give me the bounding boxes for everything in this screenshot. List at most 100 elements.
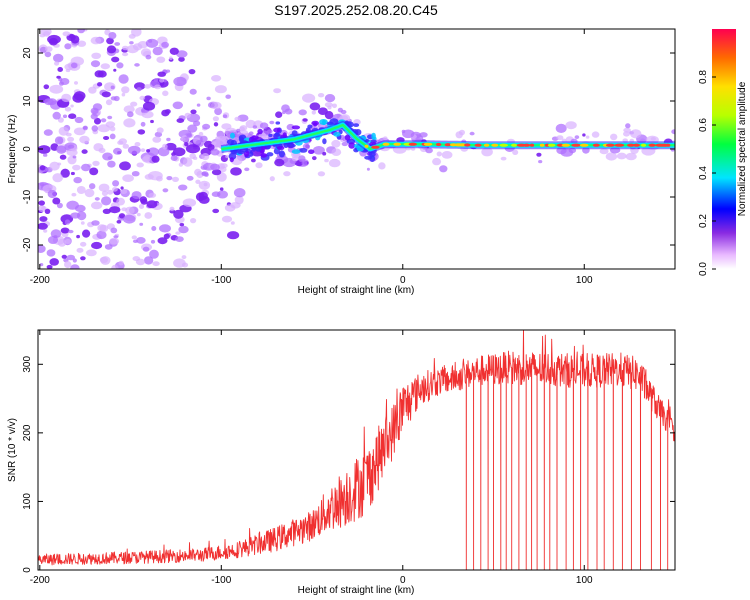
spectral-blob xyxy=(112,180,120,187)
x-tick-label: -200 xyxy=(30,575,50,586)
spectral-blob xyxy=(38,145,51,154)
spectral-blob xyxy=(560,148,574,157)
spectral-blob xyxy=(91,241,103,250)
spectral-blob xyxy=(225,154,230,159)
spectral-blob xyxy=(38,44,48,54)
ridge-hotspot xyxy=(547,143,556,147)
spectral-blob xyxy=(94,117,101,125)
spectral-blob xyxy=(64,219,71,225)
spectral-blob xyxy=(121,92,126,97)
spectral-blob xyxy=(178,225,189,234)
spectral-blob xyxy=(60,227,70,234)
spectrogram-heatmap xyxy=(38,29,675,269)
colorbar-axis: 0.0 0.2 0.4 0.6 0.8 xyxy=(698,70,716,276)
y-tick-label: 100 xyxy=(22,493,33,510)
spectral-blob xyxy=(230,167,242,176)
spectral-blob xyxy=(137,129,146,135)
spectral-blob xyxy=(91,201,103,210)
spectral-blob xyxy=(259,122,269,129)
spectral-blob xyxy=(298,155,306,163)
ridge-hotspot xyxy=(579,143,589,147)
spectral-blob xyxy=(49,161,60,171)
ridge-hotspot xyxy=(571,143,581,147)
spectral-blob xyxy=(173,258,186,268)
spectral-blob xyxy=(178,184,188,191)
spectral-blob xyxy=(138,204,145,209)
spectral-blob xyxy=(127,111,134,118)
colorbar-gradient xyxy=(712,29,736,269)
ridge-hotspot xyxy=(614,143,625,147)
spectral-blob xyxy=(134,82,146,90)
spectral-blob xyxy=(52,173,63,183)
spectral-blob xyxy=(60,168,70,178)
spectral-blob xyxy=(187,124,198,133)
spectral-blob xyxy=(79,135,90,144)
spectral-blob xyxy=(169,206,175,212)
spectral-blob xyxy=(106,37,114,45)
spectral-blob xyxy=(122,45,129,51)
spectral-blob xyxy=(107,115,113,120)
spectral-blob xyxy=(162,188,169,193)
spectral-blob xyxy=(536,152,542,157)
spectral-blob xyxy=(192,156,198,160)
spectral-blob xyxy=(317,107,328,115)
spectrogram-y-label: Frequency (Hz) xyxy=(7,115,18,184)
spectral-blob xyxy=(80,256,86,261)
ridge-hotspot xyxy=(444,143,452,147)
spectral-blob xyxy=(341,141,348,147)
spectral-blob xyxy=(162,90,169,97)
spectral-blob xyxy=(251,158,256,163)
spectral-blob xyxy=(72,164,81,171)
spectral-blob xyxy=(110,96,117,101)
spectrogram-x-label: Height of straight line (km) xyxy=(298,285,415,296)
spectral-blob xyxy=(89,183,96,190)
x-tick-label: -200 xyxy=(30,275,50,286)
spectral-blob xyxy=(260,153,268,158)
spectral-blob xyxy=(340,109,347,115)
spectral-blob xyxy=(202,123,211,130)
spectral-blob xyxy=(108,31,117,40)
spectral-blob xyxy=(56,75,61,79)
colorbar: 0.0 0.2 0.4 0.6 0.8 Normalized spectral ampl… xyxy=(698,29,748,276)
spectral-blob xyxy=(252,125,258,129)
spectral-blob xyxy=(128,34,136,39)
spectral-blob xyxy=(625,123,631,129)
spectral-blob xyxy=(574,135,580,140)
spectral-blob xyxy=(38,222,48,230)
spectral-blob xyxy=(110,85,115,90)
spectral-blob xyxy=(116,220,122,224)
spectral-blob xyxy=(144,84,152,89)
spectral-blob xyxy=(219,187,224,191)
spectral-blob xyxy=(278,150,285,158)
spectral-blob xyxy=(214,85,227,94)
spectral-blob xyxy=(64,238,71,245)
spectral-blob xyxy=(44,208,51,214)
spectral-blob xyxy=(432,157,442,166)
spectral-blob xyxy=(286,123,295,131)
spectral-blob xyxy=(383,136,388,141)
y-tick-label: -20 xyxy=(22,237,33,252)
spectral-blob xyxy=(151,226,157,231)
y-tick-label: 0 xyxy=(22,567,33,573)
spectral-blob xyxy=(182,198,197,207)
spectral-blob xyxy=(129,41,134,45)
spectral-blob xyxy=(291,125,301,130)
spectral-blob xyxy=(322,151,327,156)
y-tick-label: 0 xyxy=(22,146,33,152)
spectral-blob xyxy=(441,151,453,159)
y-tick-label: 300 xyxy=(22,356,33,373)
spectral-blob xyxy=(172,101,183,110)
spectral-blob xyxy=(111,264,119,269)
spectral-blob xyxy=(135,258,146,266)
spectral-blob xyxy=(207,143,215,151)
spectral-blob xyxy=(291,156,299,162)
spectral-blob xyxy=(565,121,577,130)
spectral-blob xyxy=(582,133,586,137)
spectral-blob xyxy=(221,123,232,130)
spectral-blob xyxy=(39,216,48,222)
spectral-blob xyxy=(152,261,160,267)
spectral-blob xyxy=(76,211,87,221)
spectral-blob xyxy=(268,133,273,138)
spectral-blob xyxy=(210,148,220,156)
spectral-blob xyxy=(172,176,179,182)
